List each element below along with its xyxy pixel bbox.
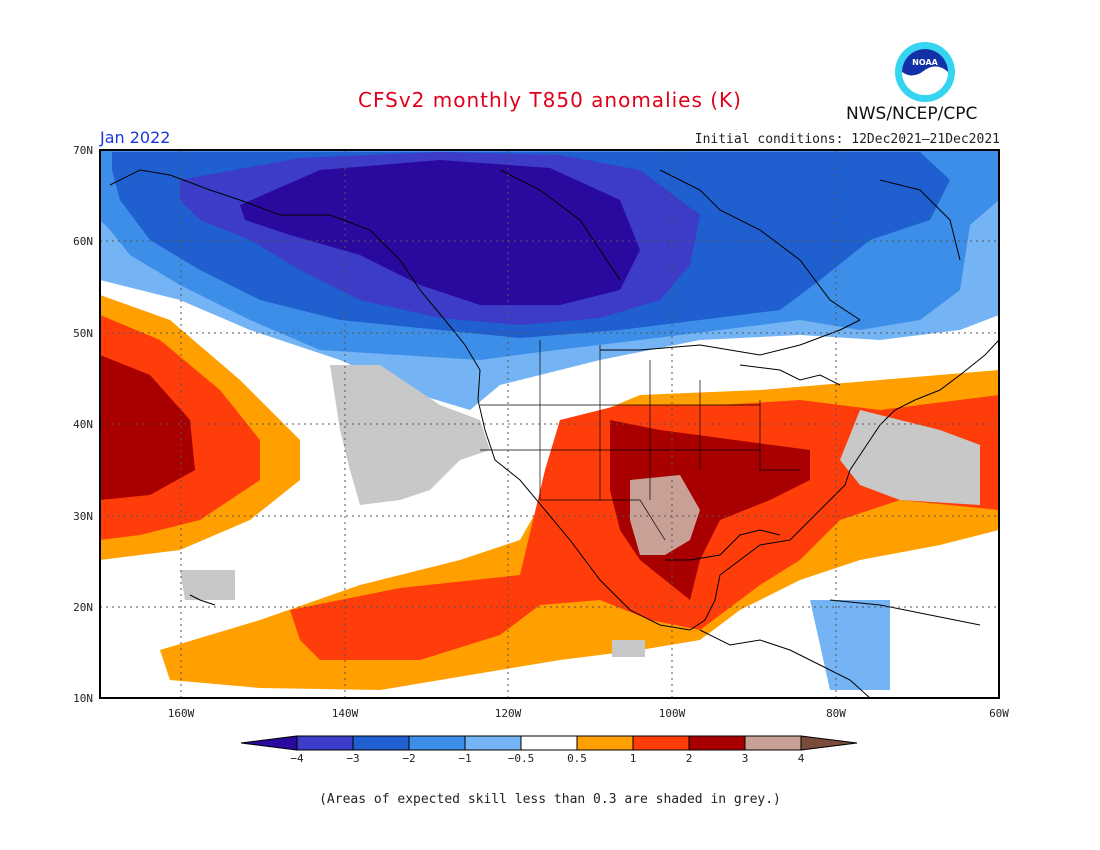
lat-label: 50N — [73, 327, 93, 340]
longitude-labels: 160W 140W 120W 100W 80W 60W — [168, 707, 1010, 720]
lat-label: 70N — [73, 144, 93, 157]
map-frame — [99, 149, 1000, 699]
lat-label: 10N — [73, 692, 93, 705]
lat-label: 60N — [73, 235, 93, 248]
agency-label: NWS/NCEP/CPC — [846, 104, 978, 124]
graticule — [100, 150, 999, 698]
borders — [480, 340, 800, 541]
noaa-logo: NOAA — [895, 42, 955, 102]
lon-label: 120W — [495, 707, 522, 720]
initial-conditions: Initial conditions: 12Dec2021–21Dec2021 — [694, 132, 1000, 147]
lon-label: 140W — [332, 707, 359, 720]
map-title: CFSv2 monthly T850 anomalies (K) — [358, 88, 742, 112]
lon-label: 80W — [826, 707, 846, 720]
lon-label: 60W — [989, 707, 1009, 720]
lat-label: 20N — [73, 601, 93, 614]
lon-label: 100W — [659, 707, 686, 720]
lon-label: 160W — [168, 707, 195, 720]
anomaly-fields — [100, 150, 999, 698]
skill-footnote: (Areas of expected skill less than 0.3 a… — [319, 792, 781, 807]
noaa-logo-text: NOAA — [912, 58, 938, 67]
latitude-labels: 70N 60N 50N 40N 30N 20N 10N — [73, 144, 93, 705]
forecast-month: Jan 2022 — [100, 128, 171, 147]
cold-anomaly-core — [240, 160, 640, 305]
coastlines — [109, 169, 999, 698]
lat-label: 40N — [73, 418, 93, 431]
lat-label: 30N — [73, 510, 93, 523]
low-skill-area — [330, 365, 490, 505]
